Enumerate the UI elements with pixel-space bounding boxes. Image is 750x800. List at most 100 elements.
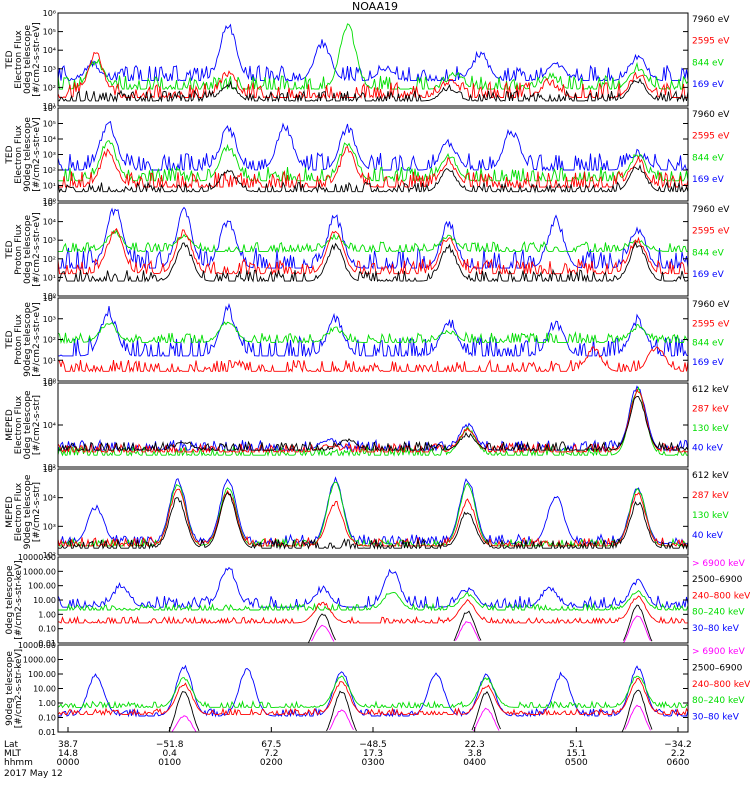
legend-entry: 30–80 keV xyxy=(692,713,740,723)
x-tick-lat: 38.7 xyxy=(58,740,78,750)
x-axis-row-label: Lat xyxy=(4,740,19,750)
y-tick-label: 10² xyxy=(43,83,56,92)
x-tick-lat: 67.5 xyxy=(261,740,281,750)
panel-7: 0.01 0.10 1.00 10.00 100.00 1000.00 10000.000d… xyxy=(5,553,750,648)
legend-entry: 169 eV xyxy=(692,175,725,185)
y-axis-label: 0deg telescope xyxy=(23,215,33,285)
y-tick-label: 10.00 xyxy=(33,596,56,605)
x-tick-mlt: 15.1 xyxy=(566,749,586,759)
legend-entry: 80–240 keV xyxy=(692,608,745,618)
y-axis-label: Electron Flux xyxy=(14,395,24,454)
y-tick-label: 10⁶ xyxy=(43,9,56,18)
y-tick-label: 10⁰ xyxy=(43,292,56,301)
legend-entry: 80–240 keV xyxy=(692,696,745,706)
panel-frame xyxy=(57,468,689,556)
y-tick-label: 10⁵ xyxy=(43,28,56,37)
series-blue-line xyxy=(58,664,689,718)
legend-entry: 7960 eV xyxy=(692,110,730,120)
legend-entry: 7960 eV xyxy=(692,15,730,25)
legend-entry: 287 keV xyxy=(692,491,729,501)
y-tick-label: 10³ xyxy=(43,65,56,74)
series-black-line xyxy=(57,164,689,194)
y-tick-label: 10³ xyxy=(43,151,56,160)
y-tick-label: 100.00 xyxy=(28,670,56,679)
series-magenta-line xyxy=(311,615,651,643)
y-tick-label: 10⁵ xyxy=(43,120,56,129)
legend-entry: 169 eV xyxy=(692,80,725,90)
y-tick-label: 10² xyxy=(43,463,56,472)
y-axis-label: [#/cm2-s-str-eV] xyxy=(32,117,42,192)
x-tick-hhmm: 0600 xyxy=(667,758,690,768)
x-tick-mlt: 2.2 xyxy=(671,749,685,759)
y-axis-label: TED xyxy=(5,330,15,349)
y-axis-label: [#/cm2-s-str] xyxy=(32,482,42,542)
y-axis-label: [#/cm2-s-str] xyxy=(32,395,42,455)
x-tick-lat: 22.3 xyxy=(465,740,485,750)
y-axis-label: [#/cm2-s-str-keV] xyxy=(14,649,24,728)
y-tick-label: 10⁶ xyxy=(43,104,56,113)
y-tick-label: 1.00 xyxy=(38,610,56,619)
legend-entry: > 6900 keV xyxy=(692,647,746,657)
y-tick-label: 10000.00 xyxy=(18,553,56,562)
panel-1: 10¹ 10² 10³ 10⁴ 10⁵ 10⁶ TED Electron Flux 0deg t… xyxy=(5,9,730,111)
series-red-line xyxy=(57,595,688,625)
x-tick-mlt: 14.8 xyxy=(58,749,78,759)
series-green-line xyxy=(58,229,688,254)
y-tick-label: 10⁰ xyxy=(43,197,56,206)
y-tick-label: 10³ xyxy=(43,236,56,245)
legend-entry: 169 eV xyxy=(692,270,725,280)
y-tick-label: 1.00 xyxy=(38,699,56,708)
y-tick-label: 10⁴ xyxy=(43,46,56,55)
legend-entry: 130 keV xyxy=(692,511,729,521)
legend-entry: 844 eV xyxy=(692,153,725,163)
y-tick-label: 10¹ xyxy=(43,356,56,365)
y-tick-label: 10¹ xyxy=(43,102,56,111)
y-tick-label: 10⁵ xyxy=(43,199,56,208)
y-tick-label: 10⁴ xyxy=(43,218,56,227)
series-red-line xyxy=(57,51,688,100)
series-blue-line xyxy=(58,206,689,270)
y-axis-label: [#/cm2-s-str-eV] xyxy=(32,212,42,287)
series-black-line xyxy=(57,396,689,452)
panel-frame xyxy=(57,556,689,644)
x-tick-lat: 5.1 xyxy=(569,740,583,750)
y-tick-label: 1000.00 xyxy=(23,567,56,576)
series-black-line xyxy=(57,491,689,550)
y-tick-label: 10⁴ xyxy=(43,421,56,430)
x-tick-hhmm: 0400 xyxy=(463,758,486,768)
y-axis-label: Electron Flux xyxy=(14,482,24,541)
y-axis-label: Proton Flux xyxy=(14,224,24,275)
panel-8: 0.01 0.10 1.00 10.00 100.00 1000.00 10000.0090… xyxy=(5,641,750,737)
y-tick-label: 10¹ xyxy=(43,273,56,282)
series-red-line xyxy=(58,145,689,189)
series-green-line xyxy=(57,23,689,91)
series-red-line xyxy=(57,488,688,548)
y-axis-label: TED xyxy=(5,240,15,259)
panel-frame xyxy=(57,12,689,107)
legend-entry: 240–800 keV xyxy=(692,591,750,601)
x-tick-hhmm: 0100 xyxy=(158,758,181,768)
panel-5: 10² 10⁴ 10⁶ MEPED Electron Flux 0deg telescop… xyxy=(5,379,729,472)
x-tick-lat: −34.2 xyxy=(664,740,692,750)
y-axis-label: 90deg telescope xyxy=(23,117,33,192)
y-tick-label: 10⁵ xyxy=(43,465,56,474)
panel-frame xyxy=(57,202,689,297)
series-blue-line xyxy=(57,566,689,609)
series-blue-line xyxy=(58,476,688,546)
x-tick-lat: −51.8 xyxy=(156,740,184,750)
series-green-line xyxy=(58,140,689,183)
x-tick-mlt: 17.3 xyxy=(363,749,383,759)
y-axis-label: 90deg telescope xyxy=(23,302,33,377)
legend-entry: 7960 eV xyxy=(692,205,730,215)
y-tick-label: 10⁴ xyxy=(43,294,56,303)
legend-entry: 240–800 keV xyxy=(692,680,750,690)
legend-entry: 844 eV xyxy=(692,248,725,258)
page-title: NOAA19 xyxy=(351,0,399,13)
date-label: 2017 May 12 xyxy=(4,769,63,779)
legend-entry: 612 keV xyxy=(692,471,729,481)
series-blue-line xyxy=(57,385,689,452)
legend-entry: 40 keV xyxy=(692,444,724,454)
series-green-line xyxy=(58,589,689,612)
y-axis-label: [#/cm2-s-str-eV] xyxy=(32,22,42,97)
legend-entry: 30–80 keV xyxy=(692,624,740,634)
